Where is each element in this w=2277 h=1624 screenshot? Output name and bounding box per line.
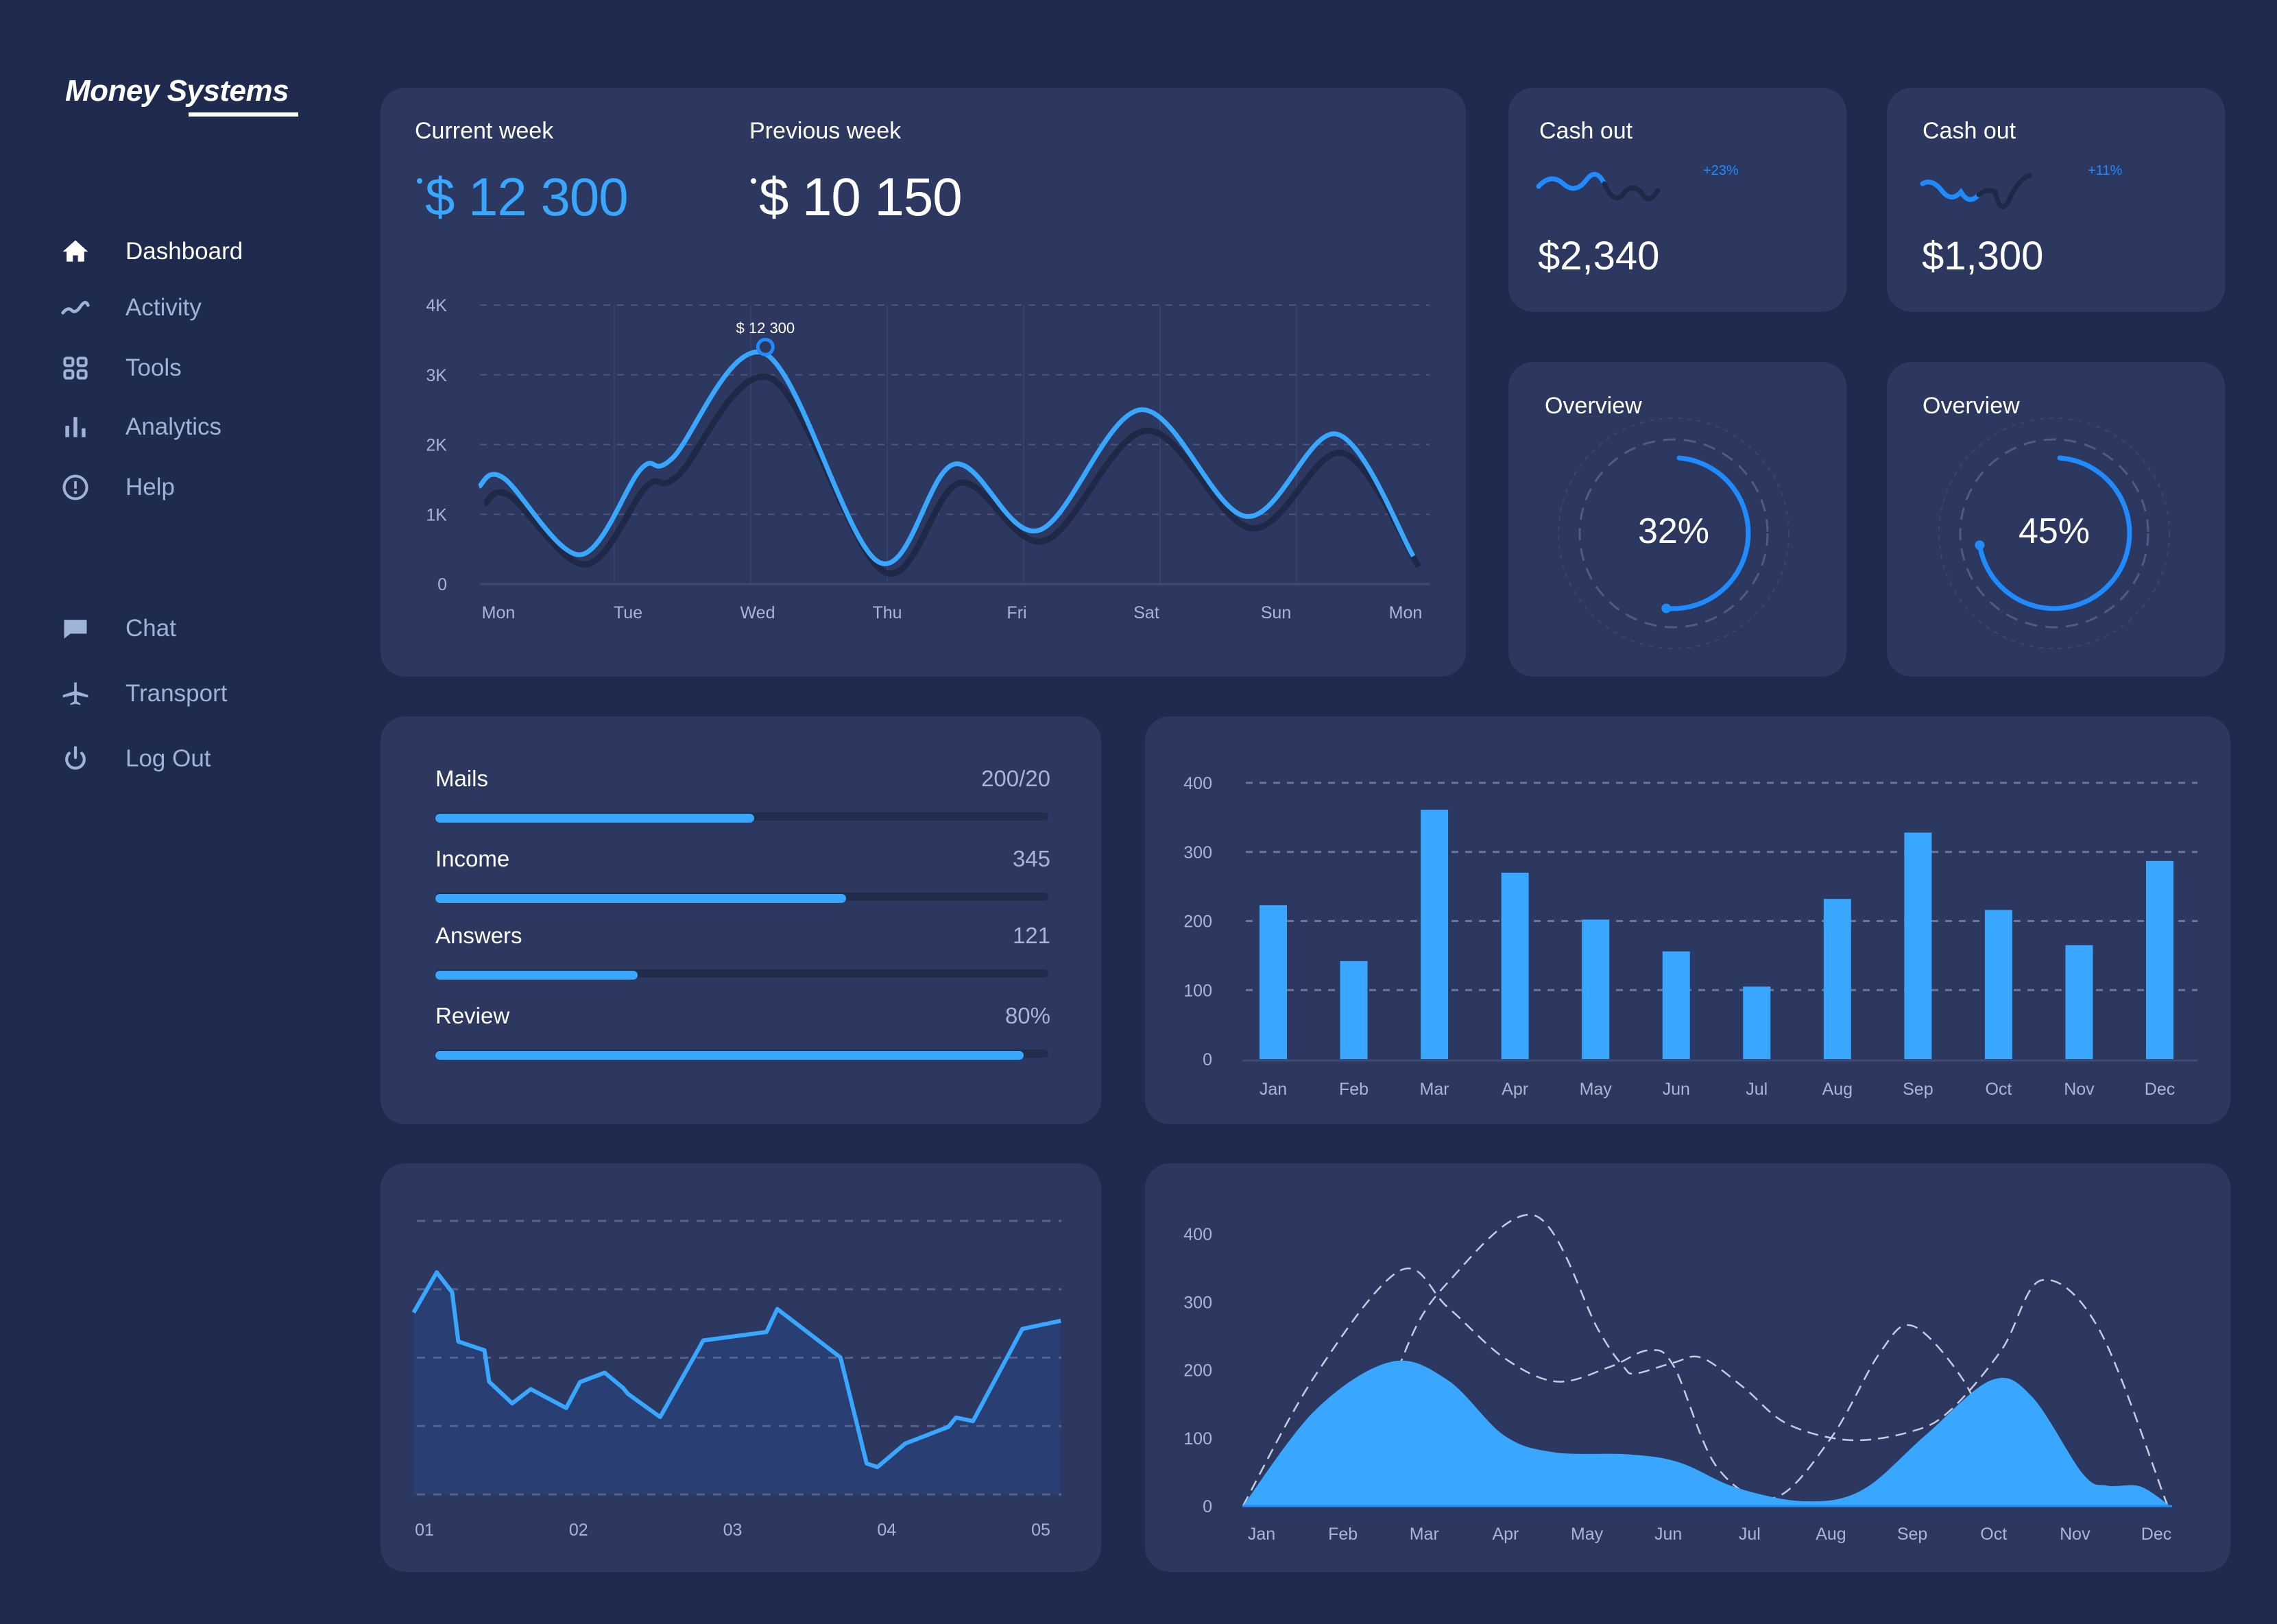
chat-icon bbox=[64, 620, 87, 639]
sidebar-item-label: Dashboard bbox=[125, 238, 243, 265]
progress-value: 80% bbox=[1004, 1003, 1050, 1028]
previous-week-value: $ 10 150 bbox=[759, 167, 963, 227]
progress-fill bbox=[435, 814, 754, 823]
grid-icon bbox=[63, 356, 88, 380]
sidebar-item-dashboard[interactable]: Dashboard bbox=[60, 231, 243, 272]
progress-track bbox=[435, 969, 1048, 980]
cash-out-card-1 bbox=[1508, 88, 1846, 312]
cash-out-value: $1,300 bbox=[1922, 234, 2044, 278]
logo-underline bbox=[189, 112, 298, 117]
progress-label: Answers bbox=[435, 923, 522, 948]
overview-title: Overview bbox=[1923, 393, 2020, 419]
sidebar-item-label: Chat bbox=[125, 615, 176, 642]
monthly-area-card bbox=[1145, 1163, 2230, 1572]
progress-fill bbox=[435, 971, 638, 980]
previous-week-label: Previous week bbox=[749, 118, 902, 144]
trend-area-card bbox=[381, 1163, 1101, 1572]
cash-out-change: +11% bbox=[2088, 163, 2123, 178]
sidebar-item-transport[interactable]: Transport bbox=[60, 673, 227, 714]
sidebar-item-label: Help bbox=[125, 474, 175, 500]
current-week-value: $ 12 300 bbox=[425, 167, 629, 227]
cash-out-sparkline bbox=[1536, 171, 1661, 202]
home-icon bbox=[62, 240, 88, 262]
progress-label: Mails bbox=[435, 766, 489, 791]
sidebar-item-help[interactable]: Help bbox=[60, 467, 175, 508]
sidebar-item-tools[interactable]: Tools bbox=[60, 348, 182, 389]
overview-percent: 45% bbox=[2018, 511, 2091, 551]
progress-value: 345 bbox=[1012, 846, 1050, 871]
airplane-icon bbox=[62, 682, 88, 705]
cash-out-title: Cash out bbox=[1539, 118, 1633, 144]
progress-fill bbox=[435, 1051, 1024, 1060]
cash-out-title: Cash out bbox=[1923, 118, 2016, 144]
sidebar-item-label: Transport bbox=[125, 680, 228, 707]
progress-fill bbox=[435, 894, 846, 903]
current-week-label: Current week bbox=[415, 118, 554, 144]
progress-track bbox=[435, 812, 1048, 823]
sidebar-item-chat[interactable]: Chat bbox=[60, 608, 176, 649]
alert-circle-icon bbox=[62, 474, 88, 500]
cash-out-value: $2,340 bbox=[1538, 234, 1660, 278]
progress-value: 121 bbox=[1012, 923, 1050, 948]
sidebar-item-logout[interactable]: Log Out bbox=[60, 738, 211, 779]
progress-track bbox=[435, 1050, 1048, 1060]
brand-logo: Money Systems bbox=[65, 74, 289, 108]
progress-track bbox=[435, 893, 1048, 903]
progress-label: Review bbox=[435, 1003, 510, 1028]
power-icon bbox=[65, 746, 86, 770]
bar-chart-icon bbox=[65, 417, 86, 437]
cash-out-change: +23% bbox=[1703, 163, 1739, 178]
monthly-bar-card bbox=[1145, 716, 2230, 1124]
progress-label: Income bbox=[435, 846, 510, 871]
sidebar-item-label: Tools bbox=[125, 354, 182, 381]
activity-icon bbox=[61, 300, 90, 315]
sidebar-item-label: Activity bbox=[125, 294, 202, 321]
cash-out-card-2 bbox=[1887, 88, 2225, 312]
sidebar-item-label: Log Out bbox=[125, 745, 211, 772]
overview-percent: 32% bbox=[1637, 511, 1710, 551]
sidebar-item-activity[interactable]: Activity bbox=[60, 287, 202, 328]
current-week-dot bbox=[417, 178, 422, 184]
progress-value: 200/20 bbox=[981, 766, 1050, 791]
overview-title: Overview bbox=[1545, 393, 1642, 419]
sidebar-item-label: Analytics bbox=[125, 413, 222, 440]
cash-out-sparkline bbox=[1920, 173, 2032, 210]
sidebar-item-analytics[interactable]: Analytics bbox=[60, 407, 221, 448]
previous-week-dot bbox=[751, 178, 756, 184]
